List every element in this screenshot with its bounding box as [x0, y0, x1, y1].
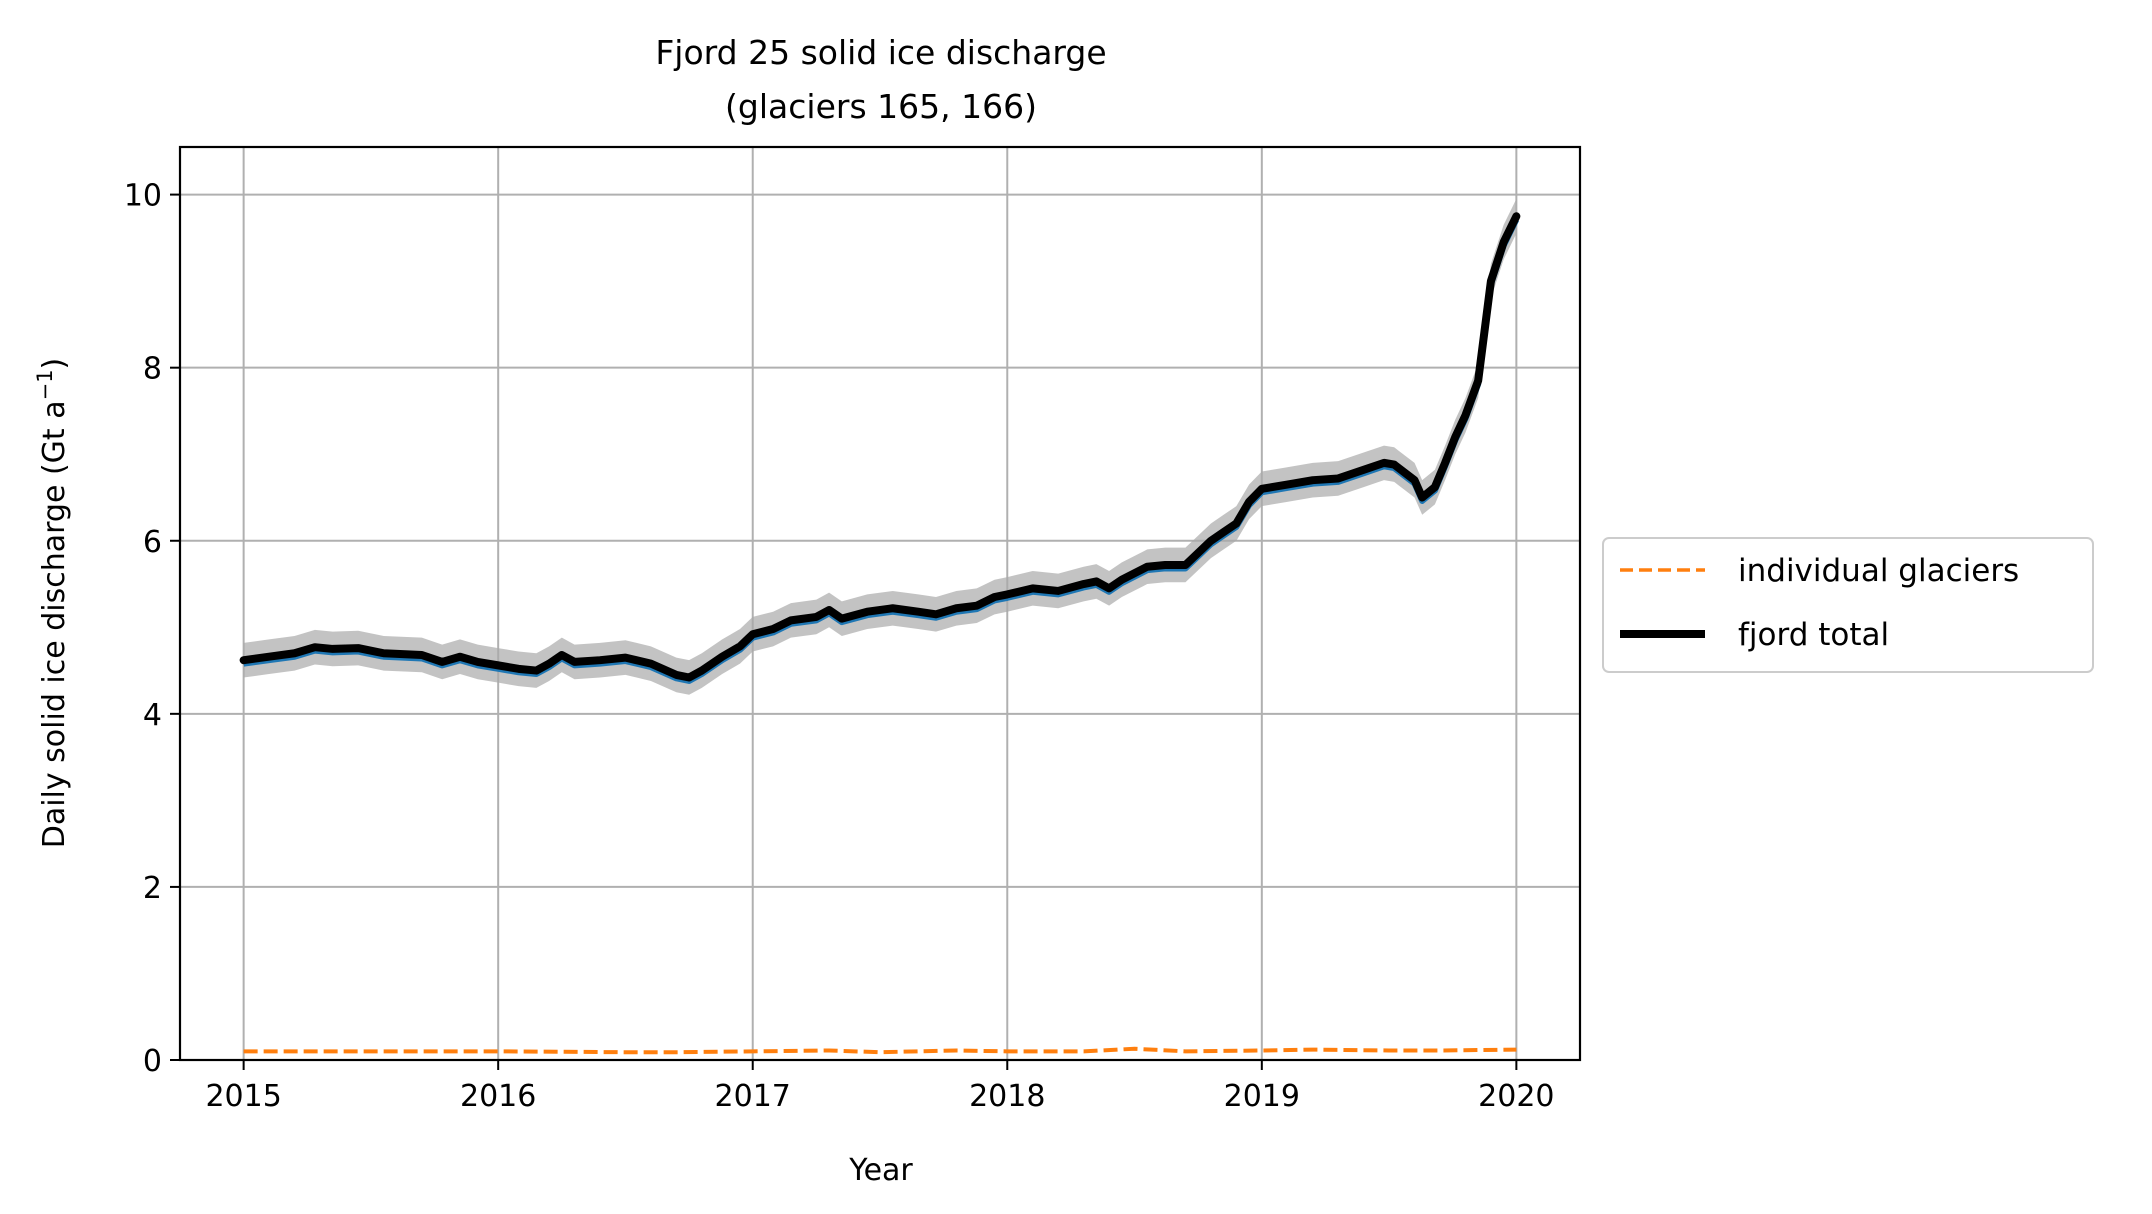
legend: individual glaciers fjord total — [1602, 537, 2094, 673]
y-axis-label-main: Daily solid ice discharge (Gt a — [37, 400, 72, 848]
legend-label-fjord-total: fjord total — [1738, 617, 1889, 653]
y-axis-ticks: 0 2 4 6 8 10 — [124, 179, 180, 1079]
individual-glaciers-line — [243, 1046, 1517, 1055]
plot-frame — [178, 145, 1582, 1062]
series-lines — [239, 212, 1521, 1055]
x-axis-label: Year — [848, 1153, 913, 1188]
y-tick-label: 6 — [143, 525, 162, 560]
y-axis-label-superscript: −1 — [33, 369, 57, 400]
chart-title: Fjord 25 solid ice discharge — [655, 33, 1106, 72]
uncertainty-bands — [243, 198, 1520, 695]
x-tick-label: 2016 — [460, 1079, 536, 1114]
x-axis-ticks: 2015 2016 2017 2018 2019 2020 — [205, 1060, 1555, 1114]
x-tick-label: 2019 — [1224, 1079, 1300, 1114]
fjord-total-uncertainty-band — [243, 198, 1517, 695]
y-axis-label-suffix: ) — [37, 358, 72, 370]
fjord-total-line — [239, 212, 1521, 682]
x-tick-label: 2018 — [969, 1079, 1045, 1114]
x-tick-label: 2017 — [715, 1079, 791, 1114]
y-tick-label: 2 — [143, 871, 162, 906]
y-tick-label: 10 — [124, 179, 162, 214]
y-tick-label: 8 — [143, 352, 162, 387]
y-tick-label: 0 — [143, 1044, 162, 1079]
y-axis-label: Daily solid ice discharge (Gt a−1) — [33, 358, 72, 849]
x-tick-label: 2015 — [205, 1079, 281, 1114]
chart-subtitle: (glaciers 165, 166) — [725, 87, 1037, 126]
legend-box — [1602, 537, 2094, 673]
y-tick-label: 4 — [143, 698, 162, 733]
x-tick-label: 2020 — [1478, 1079, 1554, 1114]
legend-label-individual-glaciers: individual glaciers — [1738, 553, 2019, 589]
